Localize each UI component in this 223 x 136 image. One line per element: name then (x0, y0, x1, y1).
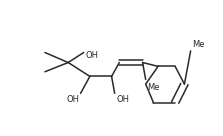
Text: Me: Me (147, 83, 160, 92)
Text: OH: OH (66, 95, 79, 104)
Text: OH: OH (116, 95, 129, 104)
Text: Me: Me (192, 40, 205, 49)
Text: OH: OH (86, 51, 99, 60)
